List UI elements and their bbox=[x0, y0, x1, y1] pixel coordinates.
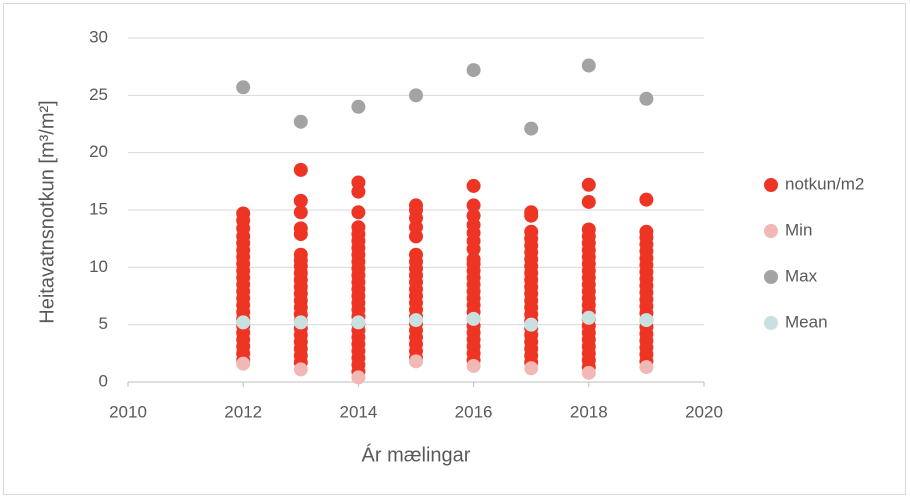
point bbox=[639, 360, 654, 375]
point bbox=[466, 63, 481, 78]
point bbox=[293, 114, 308, 129]
point bbox=[236, 356, 251, 371]
point bbox=[293, 315, 308, 330]
point bbox=[581, 58, 596, 73]
point bbox=[466, 358, 481, 373]
point bbox=[409, 313, 423, 328]
point bbox=[351, 99, 366, 114]
point bbox=[466, 311, 481, 326]
point bbox=[524, 224, 539, 239]
legend-marker bbox=[764, 270, 778, 284]
legend-marker bbox=[764, 316, 778, 330]
point bbox=[293, 193, 308, 208]
point bbox=[409, 198, 423, 213]
point bbox=[466, 208, 481, 223]
y-tick-label: 15 bbox=[89, 199, 108, 218]
y-tick-label: 25 bbox=[89, 85, 108, 104]
point bbox=[293, 205, 308, 220]
point bbox=[524, 121, 539, 136]
point bbox=[236, 315, 251, 330]
legend-label: notkun/m2 bbox=[785, 174, 864, 193]
y-tick-label: 20 bbox=[89, 142, 108, 161]
y-tick-label: 10 bbox=[89, 257, 108, 276]
point bbox=[409, 88, 423, 103]
y-tick-label: 30 bbox=[89, 27, 108, 46]
x-tick-label: 2012 bbox=[224, 402, 262, 421]
point bbox=[409, 247, 423, 262]
point bbox=[639, 313, 654, 328]
point bbox=[581, 222, 596, 237]
point bbox=[466, 252, 481, 267]
legend-label: Min bbox=[785, 220, 812, 239]
point bbox=[639, 91, 654, 106]
x-axis-title: Ár mælingar bbox=[362, 443, 471, 466]
point bbox=[466, 178, 481, 193]
point bbox=[466, 198, 481, 213]
point bbox=[293, 162, 308, 177]
y-tick-label: 5 bbox=[99, 314, 108, 333]
point bbox=[581, 310, 596, 325]
point bbox=[524, 361, 539, 376]
y-axis-title: Heitavatnsnotkun [m³/m²] bbox=[36, 100, 58, 323]
legend-marker bbox=[764, 178, 778, 192]
y-tick-label: 0 bbox=[99, 371, 108, 390]
point bbox=[524, 205, 539, 220]
point bbox=[351, 315, 366, 330]
point bbox=[581, 365, 596, 380]
x-tick-label: 2014 bbox=[339, 402, 377, 421]
legend-label: Max bbox=[785, 266, 818, 285]
chart-frame bbox=[3, 3, 906, 495]
x-tick-label: 2020 bbox=[685, 402, 723, 421]
point bbox=[639, 224, 654, 239]
point bbox=[351, 205, 366, 220]
legend-marker bbox=[764, 224, 778, 238]
x-tick-label: 2016 bbox=[455, 402, 493, 421]
point bbox=[293, 221, 308, 236]
point bbox=[236, 206, 251, 221]
point bbox=[639, 192, 654, 207]
point bbox=[293, 362, 308, 377]
legend-label: Mean bbox=[785, 312, 828, 331]
point bbox=[293, 247, 308, 262]
point bbox=[236, 80, 251, 95]
point bbox=[581, 194, 596, 209]
point bbox=[351, 175, 366, 190]
point bbox=[409, 354, 423, 369]
x-tick-label: 2010 bbox=[109, 402, 147, 421]
point bbox=[351, 370, 366, 385]
point bbox=[524, 317, 539, 332]
point bbox=[581, 177, 596, 192]
point bbox=[351, 220, 366, 235]
x-tick-label: 2018 bbox=[570, 402, 608, 421]
